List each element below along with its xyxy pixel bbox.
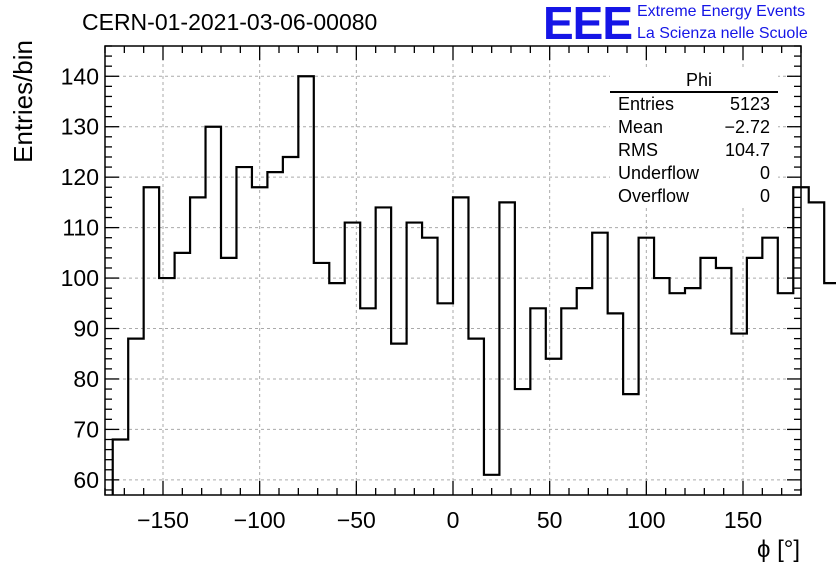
histogram-bin xyxy=(236,167,251,495)
histogram-bin xyxy=(345,223,360,495)
y-tick-label: 70 xyxy=(73,416,99,442)
stats-label: Underflow xyxy=(618,163,700,183)
y-tick-label: 60 xyxy=(73,467,99,493)
histogram-bin xyxy=(407,223,422,495)
stats-value: 5123 xyxy=(729,94,770,114)
stats-row-mean: Mean −2.72 xyxy=(610,116,778,139)
stats-row-overflow: Overflow 0 xyxy=(610,185,778,208)
histogram-bin xyxy=(499,202,514,495)
histogram-bin xyxy=(639,238,654,495)
stats-title: Phi xyxy=(610,70,778,93)
histogram-bin xyxy=(793,187,808,495)
y-tick-label: 100 xyxy=(61,265,99,291)
histogram-series xyxy=(111,75,836,495)
histogram-bin xyxy=(267,172,282,495)
histogram-bin xyxy=(700,258,715,495)
histogram-bin xyxy=(128,339,143,495)
histogram-bin xyxy=(298,76,313,495)
histogram-bin xyxy=(778,293,793,495)
histogram-bin xyxy=(670,293,685,495)
x-tick-label: 0 xyxy=(447,507,460,533)
histogram-bin xyxy=(762,238,777,495)
histogram-bin xyxy=(453,197,468,495)
histogram-bin xyxy=(175,253,190,495)
stats-label: Overflow xyxy=(618,186,690,206)
stats-label: RMS xyxy=(618,140,658,160)
eee-logo: EEE xyxy=(543,0,633,49)
histogram-bin xyxy=(561,308,576,495)
histogram-bin xyxy=(484,475,499,495)
histogram-bin xyxy=(159,278,174,495)
histogram-bin xyxy=(716,268,731,495)
histogram-bin xyxy=(376,207,391,495)
y-tick-label: 120 xyxy=(61,164,99,190)
x-axis-label: ϕ [°] xyxy=(757,536,800,563)
x-tick-label: −150 xyxy=(137,507,189,533)
y-tick-label: 130 xyxy=(61,114,99,140)
stats-value: 0 xyxy=(759,163,770,183)
histogram-bin xyxy=(206,127,221,495)
stats-label: Mean xyxy=(618,117,664,137)
logo-subtitle-2: La Scienza nelle Scuole xyxy=(637,25,808,42)
histogram-bin xyxy=(422,238,437,495)
histogram-bin xyxy=(283,157,298,495)
histogram-bin xyxy=(654,278,669,495)
histogram-bin xyxy=(809,202,824,495)
tick-layer xyxy=(104,45,802,495)
y-tick-label: 80 xyxy=(73,366,99,392)
histogram-bin xyxy=(221,258,236,495)
histogram-bin xyxy=(391,344,406,495)
stats-value: 104.7 xyxy=(724,140,770,160)
histogram-bin xyxy=(468,339,483,495)
logo-subtitle-1: Extreme Energy Events xyxy=(637,3,806,20)
stats-value: −2.72 xyxy=(724,117,770,137)
stats-label: Entries xyxy=(618,94,675,114)
run-title: CERN-01-2021-03-06-00080 xyxy=(82,9,378,35)
x-tick-label: 100 xyxy=(627,507,665,533)
x-tick-label: −100 xyxy=(234,507,286,533)
histogram-bin xyxy=(144,187,159,495)
histogram-bin xyxy=(685,288,700,495)
histogram-bin xyxy=(360,308,375,495)
histogram-bin xyxy=(329,283,344,495)
stats-row-underflow: Underflow 0 xyxy=(610,162,778,185)
histogram-bin xyxy=(731,334,746,495)
histogram-bin xyxy=(190,197,205,495)
y-tick-label: 90 xyxy=(73,316,99,342)
x-tick-label: 50 xyxy=(537,507,563,533)
histogram-bin xyxy=(608,313,623,495)
y-tick-label: 110 xyxy=(62,215,99,241)
x-tick-label: −50 xyxy=(337,507,376,533)
histogram-bin xyxy=(530,308,545,495)
histogram-bin xyxy=(515,389,530,495)
histogram-bin xyxy=(546,359,561,495)
stats-row-rms: RMS 104.7 xyxy=(610,139,778,162)
histogram-bin xyxy=(314,263,329,495)
histogram-bin xyxy=(747,258,762,495)
histogram-bin xyxy=(623,394,638,495)
stats-row-entries: Entries 5123 xyxy=(610,93,778,116)
histogram-bin xyxy=(577,288,592,495)
histogram-bin xyxy=(438,303,453,495)
histogram-bin xyxy=(113,440,128,495)
histogram-bin xyxy=(824,283,836,495)
stats-box: Phi Entries 5123 Mean −2.72 RMS 104.7 Un… xyxy=(610,70,778,208)
histogram-bin xyxy=(252,187,267,495)
histogram-bin xyxy=(592,233,607,495)
tick-label-layer: −150 −100 −50 0 50 100 150 60 70 80 90 100 110 120 130… xyxy=(61,63,763,533)
x-tick-label: 150 xyxy=(724,507,762,533)
stats-value: 0 xyxy=(759,186,770,206)
y-tick-label: 140 xyxy=(61,63,99,89)
y-axis-label: Entries/bin xyxy=(8,40,38,163)
